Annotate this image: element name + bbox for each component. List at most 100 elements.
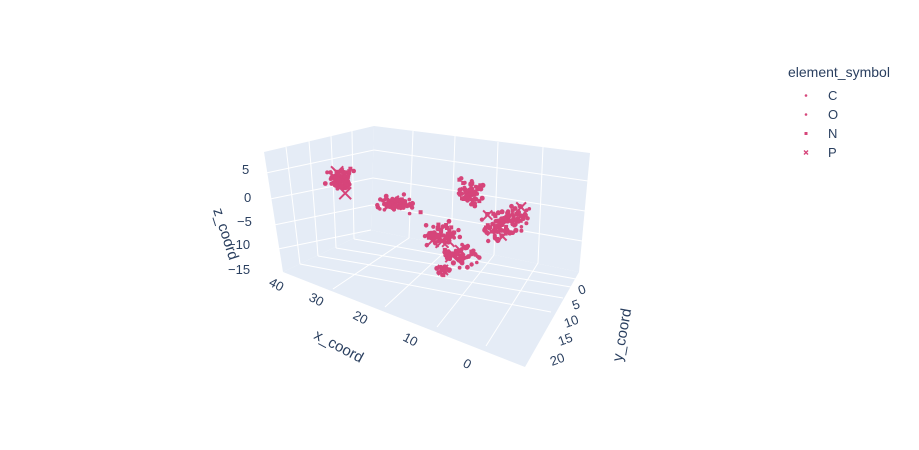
- scatter-point-n: [448, 231, 453, 236]
- scatter-point-n: [434, 233, 439, 238]
- scatter-point-n: [348, 166, 353, 171]
- scatter-point-c: [479, 195, 485, 201]
- floor: [283, 230, 579, 367]
- scatter-point-n: [503, 231, 508, 236]
- scatter-point-n: [449, 225, 454, 230]
- scatter-point-n: [432, 236, 437, 241]
- scatter-point-o: [493, 218, 499, 224]
- scatter-point-n: [441, 273, 446, 278]
- scatter-point-c: [477, 255, 482, 260]
- scatter-point-c: [459, 247, 464, 252]
- scatter-point-c: [512, 222, 518, 227]
- scatter-point-n: [518, 218, 523, 223]
- scatter-point-c: [336, 172, 341, 177]
- scatter-point-c: [478, 186, 484, 192]
- scatter-point-o: [505, 213, 511, 219]
- y-tick-label: 5: [570, 296, 582, 313]
- scatter-point-c: [434, 265, 440, 271]
- scatter-point-c: [340, 168, 344, 172]
- scatter-point-c: [378, 207, 382, 211]
- scatter-point-o: [447, 228, 452, 233]
- scatter-point-o: [402, 201, 408, 207]
- z-tick-label: 0: [244, 190, 251, 205]
- scatter-point-c: [495, 210, 501, 216]
- scatter-point-c: [460, 242, 464, 247]
- scatter-point-n: [513, 218, 518, 222]
- scatter-point-c: [519, 228, 524, 233]
- scatter-point-c: [512, 206, 518, 211]
- legend-title: element_symbol: [788, 64, 890, 80]
- scatter-point-n: [399, 197, 404, 202]
- scatter-point-c: [382, 208, 387, 212]
- scatter-point-o: [456, 256, 462, 262]
- legend-item-o[interactable]: O: [788, 105, 890, 124]
- scatter-point-c: [472, 252, 478, 257]
- scatter-point-n: [387, 202, 392, 207]
- scatter-point-c: [456, 227, 461, 233]
- scatter-point-c: [445, 231, 450, 236]
- scatter-point-n: [455, 252, 459, 257]
- scatter-point-o: [423, 223, 429, 228]
- scatter-point-n: [469, 249, 474, 254]
- scatter-point-o: [470, 190, 476, 195]
- scatter-point-c: [452, 235, 456, 240]
- scatter-point-n: [445, 226, 449, 230]
- scatter-point-c: [328, 170, 333, 175]
- scatter-point-c: [322, 181, 328, 186]
- scatter-point-n: [462, 244, 467, 249]
- x-tick-label: 10: [401, 329, 421, 349]
- scatter-point-n: [492, 234, 497, 239]
- scatter-point-c: [469, 262, 474, 267]
- scatter-point-n: [494, 224, 499, 229]
- scatter-point-n: [523, 213, 528, 218]
- scatter-point-c: [443, 253, 448, 258]
- scatter-point-c: [475, 191, 480, 196]
- scatter-point-o: [441, 237, 447, 243]
- scatter-point-c: [519, 225, 524, 229]
- z-tick-label: −5: [237, 214, 252, 229]
- scatter-point-o: [431, 224, 436, 229]
- z-tick-label: −10: [228, 237, 250, 252]
- scatter-point-n: [465, 192, 470, 197]
- scatter-point-c: [516, 210, 521, 215]
- legend-label: C: [828, 88, 838, 103]
- scatter-point-n: [506, 230, 511, 235]
- scatter-point-c: [482, 227, 488, 233]
- x-tick-label: 30: [307, 289, 327, 309]
- scatter-point-c: [407, 201, 413, 207]
- scatter-point-o: [429, 232, 435, 238]
- scatter-point-n: [436, 222, 441, 227]
- y-tick-label: 10: [562, 312, 581, 331]
- scatter-point-c: [401, 192, 407, 197]
- scatter-point-n: [511, 214, 516, 219]
- scatter-point-n: [491, 211, 496, 216]
- scatter-point-o: [450, 260, 456, 266]
- scatter-point-c: [510, 230, 515, 235]
- z-tick-label: 5: [242, 162, 249, 177]
- scatter-point-n: [384, 204, 389, 209]
- scatter-point-c: [344, 182, 349, 187]
- legend-item-c[interactable]: C: [788, 86, 890, 105]
- legend-marker-n: [788, 124, 828, 143]
- legend-item-p[interactable]: P: [788, 143, 890, 162]
- scatter-point-c: [393, 203, 398, 208]
- legend: element_symbol C O N P: [788, 64, 890, 162]
- scatter-point-c: [469, 202, 474, 207]
- scatter-point-c: [325, 170, 330, 175]
- scatter-point-n: [488, 225, 493, 230]
- scatter-point-n: [397, 200, 402, 205]
- scatter-point-n: [347, 169, 352, 174]
- scatter-points: [322, 165, 532, 278]
- scatter-point-o: [527, 207, 532, 211]
- scatter-point-c: [332, 182, 338, 188]
- scatter-point-c: [510, 209, 515, 213]
- scatter-point-c: [451, 230, 457, 236]
- scatter-point-c: [494, 229, 500, 235]
- y-tick-label: 20: [548, 350, 567, 369]
- scatter-point-n: [461, 181, 466, 185]
- x-tick-label: 20: [351, 307, 371, 327]
- legend-marker-c: [788, 86, 828, 105]
- scatter-point-c: [475, 260, 479, 265]
- legend-item-n[interactable]: N: [788, 124, 890, 143]
